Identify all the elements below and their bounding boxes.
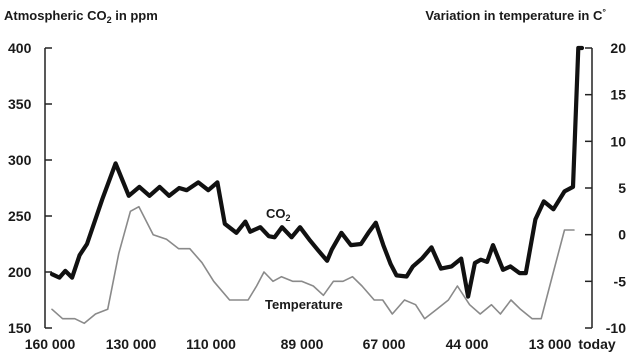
x-tick-label: 13 000: [529, 336, 572, 352]
right-axis-title-degree: °: [602, 7, 606, 17]
left-axis-title-subscript: 2: [107, 15, 112, 25]
right-axis-ticks: -10 -5 0 5 10 15 20: [585, 40, 626, 336]
series-label-co2-subscript: 2: [286, 213, 291, 223]
right-tick-label: 10: [610, 133, 626, 149]
x-tick-label: 89 000: [281, 336, 324, 352]
x-axis-tick-labels: 160 000 130 000 110 000 89 000 67 000 44 000 1…: [25, 336, 616, 352]
x-tick-label: 110 000: [186, 336, 236, 352]
left-axis-title-suffix: in ppm: [112, 8, 158, 23]
right-tick-label: 0: [618, 227, 626, 243]
x-tick-label: 130 000: [106, 336, 157, 352]
left-tick-label: 300: [8, 152, 32, 168]
left-axis-ticks: 150 200 250 300 350 400: [8, 40, 52, 336]
x-tick-label: today: [578, 336, 616, 352]
x-tick-label: 160 000: [25, 336, 76, 352]
right-tick-label: -5: [614, 273, 627, 289]
left-tick-label: 150: [8, 320, 32, 336]
left-tick-label: 250: [8, 208, 32, 224]
x-tick-label: 44 000: [446, 336, 489, 352]
x-tick-label: 67 000: [363, 336, 406, 352]
left-tick-label: 200: [8, 264, 32, 280]
left-tick-label: 350: [8, 96, 32, 112]
right-tick-label: 15: [610, 87, 626, 103]
left-axis-title: Atmospheric CO2 in ppm: [4, 8, 158, 25]
left-tick-label: 400: [8, 40, 32, 56]
series-label-temperature: Temperature: [265, 297, 343, 312]
right-axis-title: Variation in temperature in C°: [425, 7, 606, 23]
series-label-co2: CO2: [266, 206, 291, 223]
temperature-series-line: [51, 205, 575, 325]
co2-series-line: [49, 45, 585, 299]
series-layer: [49, 45, 585, 325]
right-tick-label: -10: [606, 320, 626, 336]
right-tick-label: 5: [618, 180, 626, 196]
right-tick-label: 20: [610, 40, 626, 56]
